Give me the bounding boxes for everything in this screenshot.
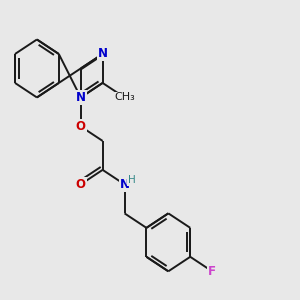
Text: N: N [119,178,130,191]
Text: N: N [98,47,108,61]
Text: CH₃: CH₃ [114,92,135,102]
Text: O: O [76,120,86,133]
Text: O: O [76,178,86,191]
Text: F: F [208,265,216,278]
Text: N: N [76,91,86,104]
Text: H: H [128,176,135,185]
